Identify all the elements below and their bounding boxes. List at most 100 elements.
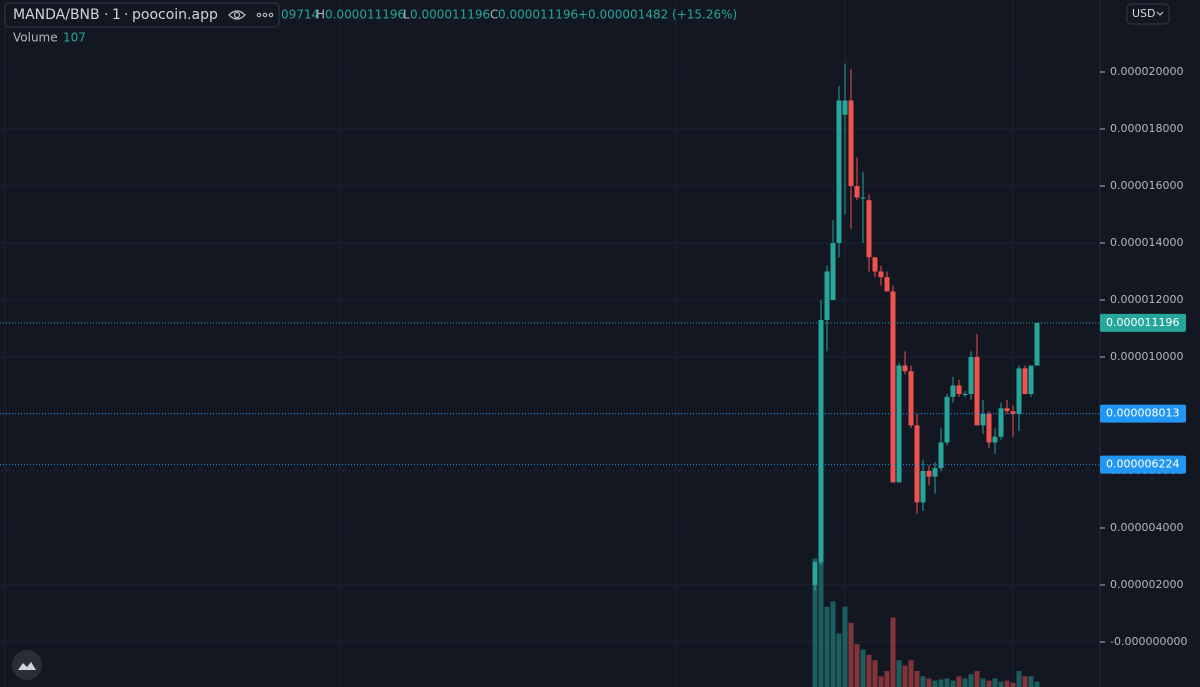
volume-bar bbox=[950, 680, 956, 687]
volume-bar bbox=[914, 670, 920, 687]
candle-body bbox=[944, 396, 950, 443]
volume-bar bbox=[848, 622, 854, 687]
currency: USD bbox=[1132, 7, 1156, 20]
candle-body bbox=[890, 291, 896, 483]
y-tick-label: 0.000020000 bbox=[1110, 65, 1183, 78]
y-tick-label: 0.000004000 bbox=[1110, 521, 1183, 534]
candle-body bbox=[848, 100, 854, 186]
low-value: 0.000011196 bbox=[410, 8, 490, 22]
eye-icon[interactable] bbox=[228, 10, 246, 20]
price-tag-label: 0.000011196 bbox=[1106, 316, 1179, 329]
candle-body bbox=[824, 271, 830, 320]
volume-bar bbox=[986, 680, 992, 687]
volume-bar bbox=[884, 670, 890, 687]
y-tick-label: 0.000012000 bbox=[1110, 293, 1183, 306]
candle-body bbox=[1034, 322, 1040, 366]
y-tick-label: -0.000000000 bbox=[1110, 635, 1187, 648]
candle-body bbox=[980, 413, 986, 426]
candle-body bbox=[830, 242, 836, 300]
volume-bar bbox=[938, 679, 944, 687]
volume-bar bbox=[872, 660, 878, 687]
volume-bar bbox=[866, 654, 872, 687]
candle-body bbox=[938, 442, 944, 469]
change: +0.000001482 (+15.26%) bbox=[578, 8, 737, 22]
price-tag bbox=[1100, 455, 1186, 474]
candle-body bbox=[1010, 411, 1016, 414]
volume-bar bbox=[998, 681, 1004, 687]
volume-bar bbox=[1016, 670, 1022, 687]
volume-bar bbox=[932, 680, 938, 687]
volume-bar bbox=[878, 676, 884, 687]
price-tag bbox=[1100, 404, 1186, 423]
candle-body bbox=[902, 365, 908, 372]
candle-body bbox=[884, 277, 890, 292]
close-value: 0.000011196 bbox=[498, 8, 578, 22]
candle-body bbox=[950, 385, 956, 397]
volume-bar bbox=[980, 678, 986, 687]
volume-label: Volume bbox=[13, 31, 58, 45]
volume-bar bbox=[1034, 681, 1040, 687]
y-tick-label: 0.000018000 bbox=[1110, 122, 1183, 135]
price-tag-label: 0.000006224 bbox=[1106, 458, 1179, 471]
volume-bar bbox=[818, 553, 824, 687]
volume-bar bbox=[920, 676, 926, 687]
volume-bar bbox=[1028, 676, 1034, 687]
volume-bar bbox=[854, 644, 860, 687]
price-tag-label: 0.000008013 bbox=[1106, 407, 1179, 420]
candle-body bbox=[1022, 368, 1028, 395]
candle-body bbox=[812, 562, 818, 585]
candle-body bbox=[974, 356, 980, 426]
volume-bar bbox=[908, 660, 914, 687]
candle-body bbox=[1004, 408, 1010, 412]
candle-body bbox=[962, 394, 968, 396]
volume-bar bbox=[902, 665, 908, 687]
symbol: MANDA/BNB bbox=[13, 7, 100, 23]
candle-body bbox=[1028, 365, 1034, 395]
more-icon[interactable] bbox=[256, 12, 274, 18]
volume-bar bbox=[926, 678, 932, 687]
candle-body bbox=[1016, 368, 1022, 414]
low-label: L bbox=[403, 8, 410, 22]
y-tick-label: 0.000014000 bbox=[1110, 236, 1183, 249]
symbol-box[interactable] bbox=[4, 2, 280, 28]
candle-body bbox=[926, 470, 932, 477]
volume-bar bbox=[974, 670, 980, 687]
caret bbox=[1156, 11, 1164, 16]
volume-bar bbox=[992, 678, 998, 687]
candle-body bbox=[998, 408, 1004, 437]
interval: 1 bbox=[112, 7, 121, 23]
candle-body bbox=[866, 200, 872, 258]
volume-bar bbox=[812, 558, 818, 687]
volume-bar bbox=[962, 678, 968, 687]
volume-bar bbox=[1010, 682, 1016, 687]
volume-bar bbox=[1022, 676, 1028, 687]
volume-bar bbox=[842, 606, 848, 687]
candle-body bbox=[860, 197, 866, 199]
candle-body bbox=[908, 371, 914, 426]
volume-bar bbox=[944, 678, 950, 687]
volume-bar bbox=[896, 660, 902, 687]
candle-body bbox=[968, 356, 974, 395]
candle-body bbox=[854, 185, 860, 198]
high-value: 0.000011196 bbox=[325, 8, 405, 22]
source: poocoin.app bbox=[132, 7, 218, 23]
separator: · bbox=[124, 7, 128, 23]
candle-body bbox=[896, 365, 902, 483]
y-tick-label: 0.000016000 bbox=[1110, 179, 1183, 192]
separator: · bbox=[104, 7, 108, 23]
close-label: C bbox=[490, 8, 498, 22]
currency-button[interactable] bbox=[1126, 3, 1170, 25]
volume-bar bbox=[836, 633, 842, 687]
volume-bar bbox=[968, 674, 974, 687]
candle-body bbox=[878, 271, 884, 278]
logo[interactable] bbox=[12, 650, 42, 680]
candle-body bbox=[836, 100, 842, 243]
volume-bar bbox=[1004, 680, 1010, 687]
volume-bar bbox=[860, 649, 866, 687]
volume-bar bbox=[824, 606, 830, 687]
volume-value: 107 bbox=[63, 31, 86, 45]
price-tag bbox=[1100, 313, 1186, 332]
